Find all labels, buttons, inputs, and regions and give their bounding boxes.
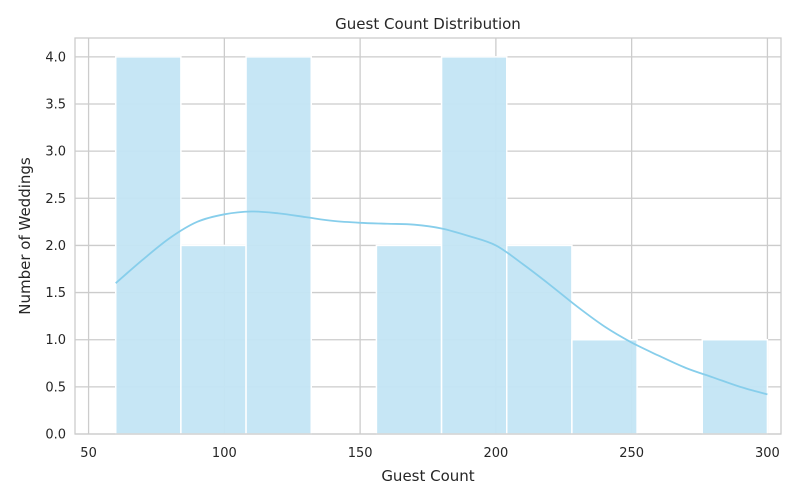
histogram-bar <box>505 244 573 435</box>
chart-title: Guest Count Distribution <box>335 15 521 33</box>
y-tick-label: 3.5 <box>45 98 66 113</box>
histogram-bar <box>701 338 769 435</box>
x-tick-label: 200 <box>483 446 508 461</box>
y-tick-label: 1.0 <box>45 333 66 348</box>
kde-curve-layer <box>115 210 768 396</box>
plot-frame <box>74 37 782 435</box>
x-tick-labels: 50 100 150 200 250 300 <box>80 446 780 461</box>
x-tick-label: 100 <box>212 446 237 461</box>
histogram-bar <box>114 56 182 435</box>
histogram-bar <box>571 338 638 435</box>
histogram-bar <box>375 244 443 435</box>
y-tick-labels: 0.0 0.5 1.0 1.5 2.0 2.5 3.0 3.5 4.0 <box>45 50 66 442</box>
y-axis-title: Number of Weddings <box>16 157 34 315</box>
y-tick-label: 4.0 <box>45 50 66 65</box>
y-tick-label: 0.0 <box>45 428 66 443</box>
kde-curve <box>115 210 768 396</box>
x-tick-label: 250 <box>619 446 644 461</box>
y-tick-label: 3.0 <box>45 145 66 160</box>
x-tick-label: 150 <box>348 446 373 461</box>
y-tick-label: 0.5 <box>45 380 66 395</box>
y-tick-label: 2.0 <box>45 239 66 254</box>
histogram-bar <box>245 56 312 435</box>
x-axis-title: Guest Count <box>381 467 474 485</box>
y-tick-label: 1.5 <box>45 286 66 301</box>
x-tick-label: 300 <box>755 446 780 461</box>
x-tick-label: 50 <box>80 446 97 461</box>
y-tick-label: 2.5 <box>45 192 66 207</box>
histogram-bar <box>180 244 247 435</box>
